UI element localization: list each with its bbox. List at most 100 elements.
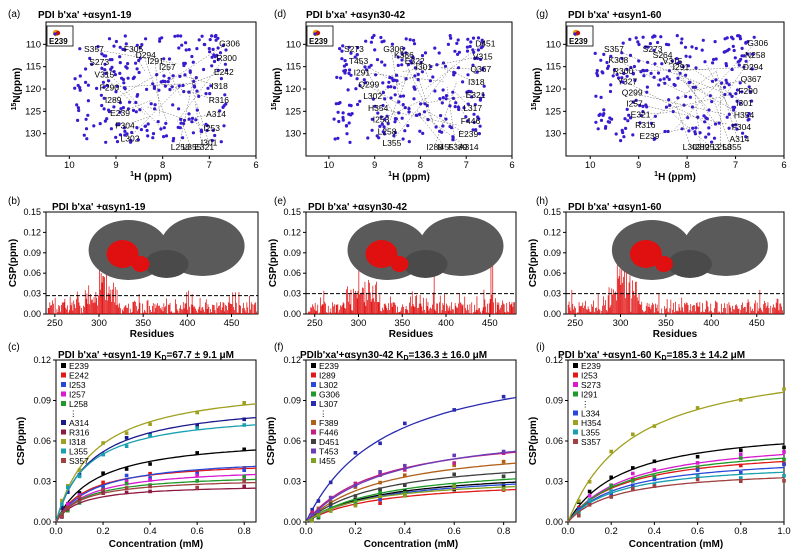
csp-bar xyxy=(63,302,65,314)
nmr-peak xyxy=(407,140,411,144)
csp-bar xyxy=(443,305,445,314)
csp-bar xyxy=(336,305,338,314)
csp-bar xyxy=(106,300,108,314)
csp-bar xyxy=(215,313,217,314)
data-point-L355 xyxy=(695,474,700,478)
protein-surface xyxy=(144,250,189,278)
nmr-peak xyxy=(356,46,360,50)
nmr-peak xyxy=(473,103,477,107)
nmr-peak xyxy=(109,127,113,131)
data-point-L258 xyxy=(195,479,199,483)
x-tick-label: 250 xyxy=(567,318,583,329)
data-point-S357 xyxy=(66,505,70,510)
csp-bar xyxy=(153,312,155,314)
csp-bar xyxy=(402,304,403,314)
csp-bar xyxy=(391,306,393,314)
nmr-peak xyxy=(107,79,111,83)
nmr-peak xyxy=(481,93,485,97)
y-tick-label: 115 xyxy=(546,62,561,73)
csp-bar xyxy=(456,307,458,314)
csp-bar xyxy=(333,306,334,314)
kd-subscript-i: D xyxy=(661,355,666,362)
legend-label: L302 xyxy=(319,380,338,390)
nmr-peak xyxy=(712,57,716,62)
data-point-I455 xyxy=(501,487,506,492)
leader-line xyxy=(366,84,417,116)
csp-bar xyxy=(735,304,737,314)
legend-swatch xyxy=(311,448,316,454)
legend-swatch xyxy=(573,382,578,387)
protein-binding-site xyxy=(654,256,673,272)
nmr-peak xyxy=(413,74,417,78)
csp-bar xyxy=(135,301,136,314)
nmr-peak xyxy=(162,74,166,78)
csp-bar xyxy=(509,301,510,314)
csp-bar xyxy=(496,302,498,314)
csp-bar xyxy=(64,298,66,314)
y-axis-label: 15N(ppm) xyxy=(271,68,283,111)
csp-chart-e: 250 300 350 400 4500.000.030.060.090.120.15R… xyxy=(268,207,517,340)
nmr-peak xyxy=(457,50,461,54)
nmr-peak xyxy=(406,63,410,67)
panel-title-b: PDI b'xa' +αsyn1-19 xyxy=(52,202,146,213)
y-tick-label: 0.09 xyxy=(283,248,301,258)
leader-line xyxy=(706,65,740,128)
csp-bar xyxy=(358,270,360,314)
nmr-peak xyxy=(370,117,374,121)
csp-bar xyxy=(462,304,464,314)
data-point-L355 xyxy=(101,452,105,457)
csp-bar xyxy=(682,307,683,314)
data-point-I253 xyxy=(242,468,246,472)
legend-swatch xyxy=(61,401,66,406)
leader-line xyxy=(168,71,222,92)
nmr-peak xyxy=(126,76,130,80)
x-tick-label: 0.0 xyxy=(561,526,574,537)
residue-label: F304 xyxy=(115,121,135,131)
nmr-peak xyxy=(606,120,610,124)
y-tick-label: 0.00 xyxy=(283,517,301,527)
csp-bar xyxy=(766,305,768,314)
csp-bar xyxy=(754,303,755,314)
data-point-I455 xyxy=(452,484,456,488)
csp-bar xyxy=(511,302,513,314)
csp-bar xyxy=(492,261,494,314)
nmr-peak xyxy=(456,66,461,70)
csp-bar xyxy=(714,308,715,314)
csp-bar xyxy=(665,308,667,314)
csp-bar xyxy=(380,310,382,314)
nmr-peak xyxy=(621,130,625,135)
data-point-I318 xyxy=(60,498,64,503)
csp-bar xyxy=(479,308,480,314)
csp-bar xyxy=(698,306,700,314)
csp-bar xyxy=(393,302,395,314)
nmr-peak xyxy=(204,92,208,96)
nmr-peak xyxy=(348,140,352,144)
csp-bar xyxy=(688,312,690,314)
csp-bar xyxy=(404,313,405,314)
nmr-peak xyxy=(403,129,407,133)
legend-label: I257 xyxy=(69,390,86,400)
csp-bar xyxy=(436,303,438,314)
nmr-peak xyxy=(158,39,162,43)
nmr-peak xyxy=(710,100,714,104)
nmr-peak xyxy=(194,76,198,80)
nmr-peak xyxy=(665,75,669,79)
csp-bar xyxy=(721,303,722,314)
data-point-D451 xyxy=(452,472,456,477)
nmr-peak xyxy=(608,89,613,94)
nmr-peak xyxy=(425,103,429,108)
fit-curve-I455 xyxy=(305,485,517,523)
nmr-peak xyxy=(182,122,186,126)
csp-bar xyxy=(567,304,569,314)
csp-bar xyxy=(79,305,81,314)
data-point-A314 xyxy=(60,505,64,510)
csp-bar xyxy=(326,312,327,314)
fit-curve-R316 xyxy=(55,487,256,523)
nmr-peak xyxy=(480,38,484,42)
data-point-E239 xyxy=(695,454,700,459)
nmr-peak xyxy=(696,115,700,119)
nmr-peak xyxy=(144,37,148,41)
csp-bar xyxy=(247,307,249,314)
leader-line xyxy=(380,98,427,120)
